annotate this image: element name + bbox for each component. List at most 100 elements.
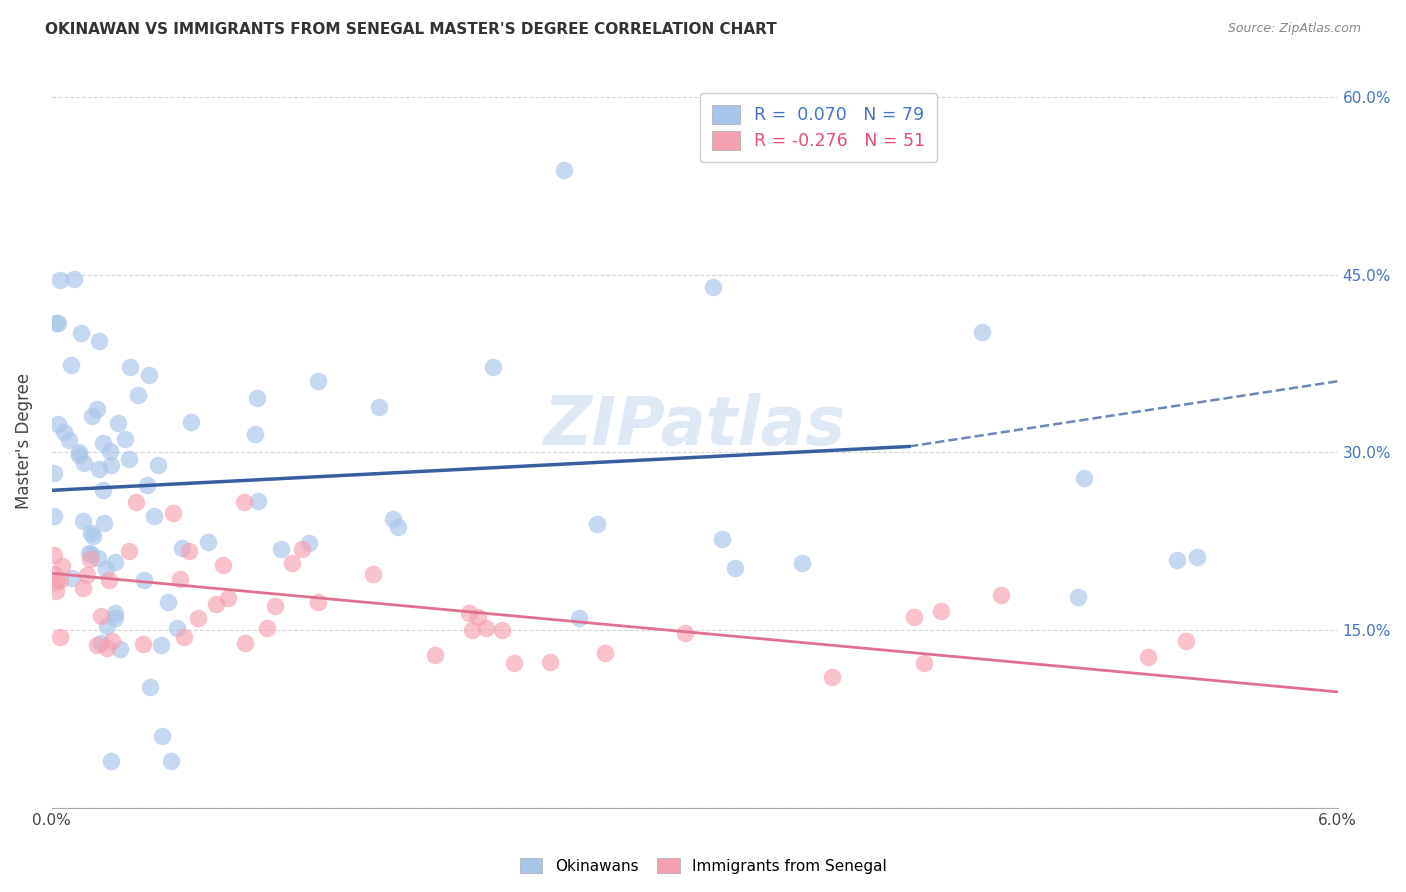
Point: [79, 552, 101, 566]
Point: [93, 516, 115, 531]
Point: [100, 458, 122, 472]
Point: [180, 415, 202, 429]
Point: [120, 360, 142, 375]
Point: [98, 443, 121, 458]
Point: [80, 526, 103, 541]
Point: [461, 623, 484, 637]
Point: [49, 273, 72, 287]
Point: [94, 562, 117, 576]
Point: [46, 417, 69, 432]
Point: [187, 611, 209, 625]
Point: [423, 648, 446, 662]
Point: [270, 541, 292, 556]
Point: [298, 536, 321, 550]
Point: [42, 567, 65, 582]
Point: [104, 611, 127, 625]
Point: [150, 729, 173, 743]
Point: [42, 466, 65, 480]
Point: [132, 637, 155, 651]
Point: [491, 623, 513, 637]
Text: ZIPatlas: ZIPatlas: [544, 392, 845, 458]
Point: [903, 609, 925, 624]
Point: [1066, 590, 1088, 604]
Point: [139, 680, 162, 694]
Point: [118, 452, 141, 467]
Point: [217, 591, 239, 605]
Point: [135, 478, 157, 492]
Point: [568, 610, 591, 624]
Point: [990, 589, 1012, 603]
Point: [125, 495, 148, 509]
Point: [710, 532, 733, 546]
Point: [138, 368, 160, 382]
Point: [93, 483, 115, 497]
Point: [118, 543, 141, 558]
Point: [60, 571, 83, 585]
Text: Source: ZipAtlas.com: Source: ZipAtlas.com: [1227, 22, 1361, 36]
Point: [307, 595, 329, 609]
Point: [142, 508, 165, 523]
Point: [53, 425, 76, 439]
Point: [482, 359, 505, 374]
Point: [233, 636, 256, 650]
Point: [205, 597, 228, 611]
Point: [256, 621, 278, 635]
Point: [132, 573, 155, 587]
Text: OKINAWAN VS IMMIGRANTS FROM SENEGAL MASTER'S DEGREE CORRELATION CHART: OKINAWAN VS IMMIGRANTS FROM SENEGAL MAST…: [45, 22, 776, 37]
Point: [77, 545, 100, 559]
Point: [114, 432, 136, 446]
Point: [474, 621, 496, 635]
Point: [538, 656, 561, 670]
Point: [308, 374, 330, 388]
Point: [1185, 549, 1208, 564]
Point: [246, 391, 269, 405]
Point: [90, 608, 112, 623]
Point: [67, 448, 90, 462]
Point: [86, 550, 108, 565]
Point: [387, 520, 409, 534]
Point: [170, 541, 193, 556]
Point: [108, 642, 131, 657]
Point: [90, 636, 112, 650]
Point: [104, 606, 127, 620]
Point: [673, 625, 696, 640]
Point: [553, 163, 575, 178]
Point: [82, 529, 104, 543]
Point: [72, 514, 94, 528]
Point: [96, 619, 118, 633]
Point: [723, 561, 745, 575]
Point: [503, 656, 526, 670]
Point: [367, 400, 389, 414]
Point: [58, 433, 80, 447]
Point: [790, 557, 813, 571]
Point: [1073, 471, 1095, 485]
Point: [702, 279, 724, 293]
Y-axis label: Master's Degree: Master's Degree: [15, 373, 32, 508]
Point: [60, 358, 83, 372]
Point: [162, 506, 184, 520]
Legend: R =  0.070   N = 79, R = -0.276   N = 51: R = 0.070 N = 79, R = -0.276 N = 51: [700, 93, 936, 162]
Point: [87, 462, 110, 476]
Point: [107, 416, 129, 430]
Point: [146, 458, 169, 472]
Point: [291, 542, 314, 557]
Point: [280, 556, 302, 570]
Point: [156, 595, 179, 609]
Point: [91, 435, 114, 450]
Point: [1174, 634, 1197, 648]
Point: [595, 646, 617, 660]
Point: [264, 599, 287, 614]
Point: [173, 630, 195, 644]
Point: [89, 334, 111, 348]
Point: [96, 640, 118, 655]
Point: [127, 388, 149, 402]
Point: [100, 633, 122, 648]
Point: [80, 409, 103, 423]
Point: [179, 544, 201, 558]
Point: [45, 583, 67, 598]
Point: [586, 516, 609, 531]
Point: [51, 558, 73, 573]
Point: [197, 535, 219, 549]
Point: [45, 574, 67, 589]
Point: [970, 325, 993, 339]
